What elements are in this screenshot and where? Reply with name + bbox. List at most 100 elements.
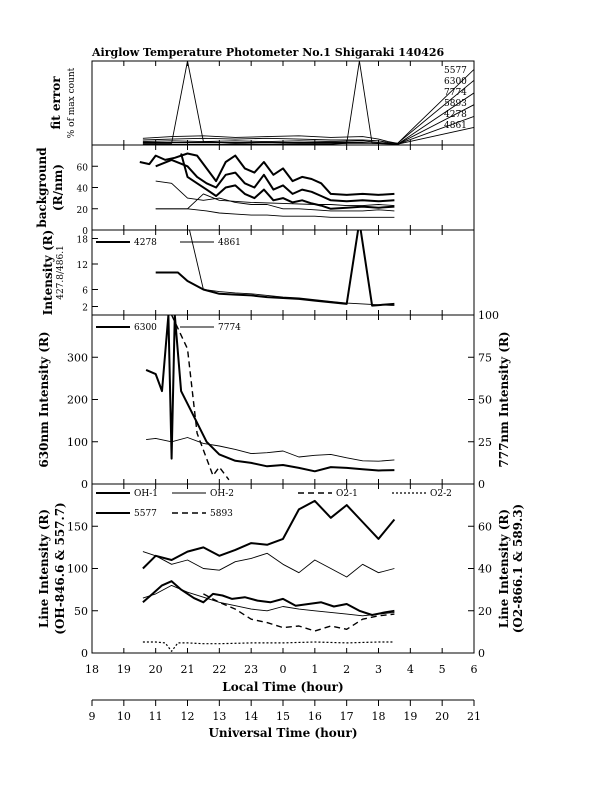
series-line-o2-1 [203, 593, 395, 632]
local-time-tick-label: 18 [85, 663, 99, 676]
local-time-axis-title: Local Time (hour) [222, 680, 343, 694]
y-tick-label: 150 [67, 520, 88, 533]
local-time-tick-label: 4 [407, 663, 414, 676]
universal-time-tick-label: 18 [372, 710, 386, 723]
y-tick-label: 0 [81, 478, 88, 491]
y2-tick-label: 60 [478, 520, 492, 533]
panel-fit-error: fit error% of max count 55776300777458934… [49, 60, 475, 146]
local-time-tick-label: 5 [439, 663, 446, 676]
fit-error-label-5577: 5577 [444, 66, 467, 76]
y2-tick-label: 0 [478, 478, 485, 491]
series-group [142, 499, 396, 652]
y-axis-title: Line Intensity (R) [37, 509, 51, 628]
series-line-oh-2-scaled [142, 551, 395, 578]
legend-label-oh-2: OH-2 [210, 489, 234, 499]
local-time-tick-label: 1 [311, 663, 318, 676]
fit-error-label-7774: 7774 [444, 88, 467, 98]
series-line-bg-1 [139, 152, 395, 196]
y-tick-label: 40 [77, 185, 89, 195]
y-tick-label: 2 [82, 304, 88, 314]
local-time-tick-label: 6 [471, 663, 478, 676]
local-time-tick-label: 0 [280, 663, 287, 676]
universal-time-tick-label: 19 [403, 710, 417, 723]
legend-label-5577: 5577 [134, 509, 157, 519]
y-tick-label: 6 [82, 287, 88, 297]
series-line-4861 [155, 193, 395, 210]
legend-label-6300: 6300 [134, 323, 157, 333]
series-line-5577 [142, 69, 474, 144]
universal-time-axis: 9 10 11 12 13 14 15 16 17 18 19 20 21 Universal Time … [89, 699, 481, 740]
y2-axis-title: (O2-866.1 & 589.3) [511, 504, 525, 633]
panel-frame [91, 60, 475, 146]
y-axis-title: (R/nm) [51, 164, 65, 211]
series-line-4861 [189, 230, 395, 307]
y-tick-label: 100 [67, 563, 88, 576]
y-tick-label: 50 [74, 605, 88, 618]
panel-background: 0 20 40 60 background (R/nm) [35, 144, 475, 237]
legend-label-4278: 4278 [134, 238, 157, 248]
series-line-5577 [142, 580, 395, 616]
y-axis-title: 427.8/486.1 [56, 245, 66, 300]
y2-tick-label: 100 [478, 309, 499, 322]
series-line-bg-4 [155, 180, 395, 212]
series-line-oh-1 [142, 499, 396, 570]
series-line-4861 [142, 61, 474, 145]
series-line-bg-3 [180, 153, 395, 210]
y2-axis-title: 777nm Intensity (R) [497, 331, 511, 467]
universal-time-tick-label: 12 [181, 710, 195, 723]
y-tick-label: 60 [77, 163, 89, 173]
legend-label-4861: 4861 [218, 238, 241, 248]
y2-tick-label: 0 [478, 647, 485, 660]
legend-label-oh-1: OH-1 [134, 489, 158, 499]
legend-label-o2-2: O2-2 [430, 489, 452, 499]
universal-time-tick-label: 17 [340, 710, 354, 723]
panel-intensity-630: 0 100 200 300 0 25 50 75 100 777nm Intensity (R) 6… [37, 309, 511, 491]
y2-tick-label: 25 [478, 436, 492, 449]
plot-panels: fit error% of max count 55776300777458934… [35, 60, 525, 660]
y2-tick-label: 40 [478, 563, 492, 576]
local-time-tick-label: 3 [375, 663, 382, 676]
y2-axis-title: Line Intensity (R) [497, 509, 511, 628]
local-time-tick-label: 21 [181, 663, 195, 676]
local-time-tick-label: 2 [343, 663, 350, 676]
y-tick-label: 20 [77, 206, 89, 216]
y-tick-label: 18 [77, 236, 89, 246]
legend: OH-1 OH-2 O2-1 O2-2 5577 5893 [96, 489, 452, 519]
universal-time-tick-label: 11 [149, 710, 163, 723]
universal-time-tick-label: 15 [276, 710, 290, 723]
panel-frame [91, 314, 475, 485]
series-line-o2-2 [142, 641, 395, 652]
y-axis-title: fit error [49, 76, 63, 130]
y2-tick-label: 75 [478, 351, 492, 364]
universal-time-tick-label: 14 [244, 710, 258, 723]
panel-frame [91, 144, 475, 231]
y2-tick-label: 20 [478, 605, 492, 618]
universal-time-tick-label: 13 [212, 710, 226, 723]
local-time-tick-label: 20 [149, 663, 163, 676]
legend-label-5893: 5893 [210, 509, 233, 519]
universal-time-tick-label: 16 [308, 710, 322, 723]
legend-label-o2-1: O2-1 [336, 489, 358, 499]
series-group [139, 152, 395, 218]
series-line-6300 [142, 79, 474, 144]
local-time-tick-label: 22 [212, 663, 226, 676]
y-axis-title: 630nm Intensity (R) [37, 331, 51, 467]
series-line-6300 [145, 315, 395, 473]
series-line-7774 [146, 437, 395, 462]
legend-label-7774: 7774 [218, 323, 241, 333]
universal-time-tick-label: 21 [467, 710, 481, 723]
y-axis-title: % of max count [67, 67, 77, 138]
local-time-tick-label: 23 [244, 663, 258, 676]
fit-error-label-4278: 4278 [444, 110, 467, 120]
y2-tick-label: 50 [478, 394, 492, 407]
universal-time-tick-label: 20 [435, 710, 449, 723]
series-group [145, 315, 395, 481]
series-line-4278 [155, 208, 395, 218]
fit-error-label-6300: 6300 [444, 77, 467, 87]
y-axis-title: Intensity (R) [41, 230, 55, 316]
series-group [142, 61, 474, 145]
y-tick-label: 100 [67, 436, 88, 449]
universal-time-tick-label: 9 [89, 710, 96, 723]
